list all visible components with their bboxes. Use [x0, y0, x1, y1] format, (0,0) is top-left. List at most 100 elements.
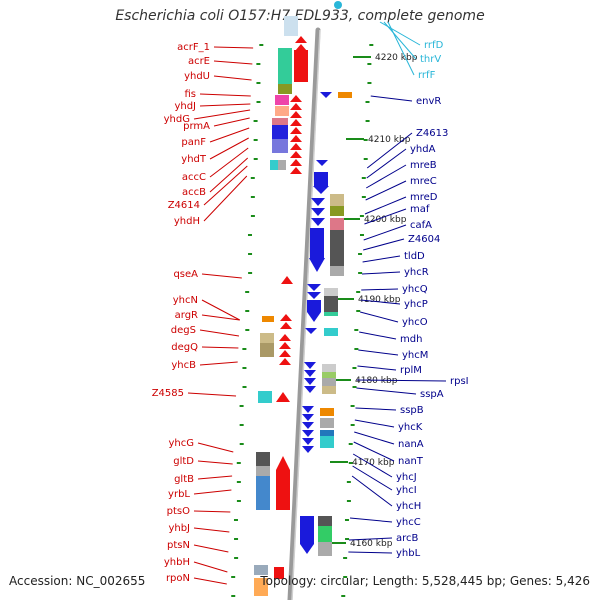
reverse-gene-label: Z4613 — [416, 128, 448, 139]
reverse-gene-label: yhcQ — [402, 284, 428, 295]
forward-gene-arrow — [290, 103, 302, 110]
reverse-gene-label: arcB — [396, 533, 419, 544]
left-tick — [242, 386, 247, 388]
reverse-gene-block — [330, 230, 344, 266]
forward-gene-arrow — [295, 44, 307, 51]
reverse-gene-arrow — [302, 430, 314, 437]
reverse-gene-label: mreC — [410, 176, 437, 187]
reverse-gene-arrow — [302, 406, 314, 413]
forward-gene-leader — [209, 147, 249, 178]
forward-gene-body — [274, 567, 284, 579]
right-tick — [356, 310, 361, 312]
forward-gene-label: yhbH — [164, 557, 190, 568]
reverse-gene-leader — [366, 148, 407, 179]
reverse-gene-label: nanT — [398, 456, 424, 467]
reverse-gene-leader — [370, 95, 413, 102]
left-tick — [234, 538, 239, 540]
reverse-gene-leader — [352, 465, 393, 491]
reverse-gene-arrow — [305, 328, 317, 334]
right-tick — [359, 215, 364, 217]
forward-gene-arrow — [290, 127, 302, 134]
right-tick — [344, 519, 349, 521]
left-tick — [253, 120, 258, 122]
accession-text: Accession: NC_002655 — [9, 574, 146, 588]
forward-gene-block — [278, 160, 286, 170]
left-tick — [231, 576, 236, 578]
reverse-gene-leader — [365, 164, 407, 189]
reverse-gene-block — [322, 372, 336, 378]
forward-gene-label: yhdH — [174, 216, 200, 227]
reverse-gene-leader — [362, 255, 401, 263]
forward-gene-label: yhcN — [173, 295, 198, 306]
rna-gene-label: rrfD — [424, 40, 444, 51]
forward-gene-arrow — [290, 143, 302, 150]
forward-gene-arrow — [279, 358, 291, 365]
reverse-gene-leader — [354, 419, 395, 428]
forward-gene-leader — [193, 561, 228, 573]
forward-gene-label: fis — [184, 89, 196, 100]
reverse-gene-arrow — [300, 544, 314, 554]
reverse-gene-block — [330, 266, 344, 276]
reverse-gene-label: yhcK — [398, 422, 423, 433]
reverse-gene-block — [320, 430, 334, 436]
reverse-gene-leader — [353, 441, 395, 462]
reverse-gene-block — [320, 418, 334, 428]
forward-gene-block — [258, 391, 272, 403]
forward-gene-label: degS — [171, 325, 196, 336]
reverse-gene-leader — [348, 551, 393, 554]
forward-gene-block — [260, 333, 274, 343]
reverse-gene-leader — [364, 196, 407, 215]
reverse-gene-arrow — [307, 284, 321, 291]
right-tick — [354, 329, 359, 331]
forward-gene-leader — [201, 273, 242, 279]
reverse-gene-leader — [360, 299, 401, 305]
reverse-gene-block — [318, 516, 332, 526]
reverse-gene-label: sspB — [400, 405, 424, 416]
reverse-gene-label: yhcH — [396, 501, 421, 512]
right-tick — [345, 538, 350, 540]
forward-gene-leader — [201, 346, 239, 349]
reverse-gene-leader — [361, 288, 399, 291]
left-tick — [231, 595, 236, 597]
reverse-gene-arrow — [304, 362, 316, 369]
left-tick — [248, 253, 253, 255]
forward-gene-block — [260, 343, 274, 357]
forward-gene-arrow — [280, 322, 292, 329]
left-tick — [256, 82, 261, 84]
reverse-gene-label: nanA — [398, 439, 424, 450]
forward-gene-block — [278, 48, 292, 84]
forward-gene-label: gltD — [173, 456, 194, 467]
right-tick — [369, 44, 374, 46]
reverse-gene-label: yhdA — [410, 144, 436, 155]
reverse-gene-arrow — [307, 312, 321, 322]
rna-gene-leader — [379, 21, 421, 46]
forward-gene-block — [254, 565, 268, 575]
right-tick — [341, 595, 346, 597]
reverse-gene-block — [330, 218, 344, 230]
page-title: Escherichia coli O157:H7 EDL933, complet… — [115, 8, 485, 24]
right-tick — [343, 576, 348, 578]
ruler-label: 4180 kbp — [355, 376, 398, 386]
forward-gene-arrow — [276, 392, 290, 402]
forward-gene-block — [256, 452, 270, 466]
forward-gene-label: accC — [182, 172, 206, 183]
right-tick — [346, 481, 351, 483]
forward-gene-arrow — [280, 314, 292, 321]
reverse-gene-label: yhcR — [404, 267, 429, 278]
ruler-label: 4200 kbp — [364, 215, 407, 225]
ruler-label: 4210 kbp — [368, 135, 411, 145]
right-tick — [359, 234, 364, 236]
forward-gene-leader — [197, 442, 234, 453]
reverse-gene-arrow — [302, 422, 314, 429]
forward-gene-arrow — [279, 342, 291, 349]
reverse-gene-label: mdh — [400, 334, 422, 345]
right-tick — [348, 443, 353, 445]
genome-ruler — [287, 27, 321, 600]
reverse-gene-leader — [364, 208, 407, 225]
reverse-gene-arrow — [304, 386, 316, 393]
right-tick — [352, 386, 357, 388]
right-tick — [350, 424, 355, 426]
forward-gene-leader — [187, 392, 237, 397]
right-tick — [365, 120, 370, 122]
reverse-gene-block — [318, 542, 332, 556]
